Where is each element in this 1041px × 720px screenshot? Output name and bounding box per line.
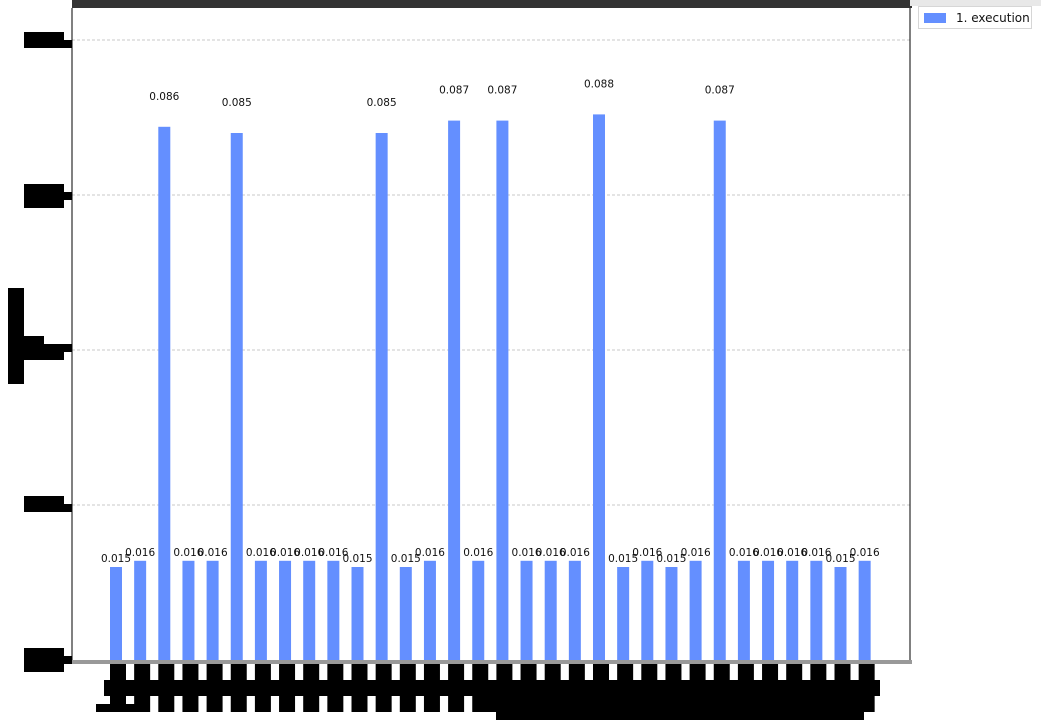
- bar: [713, 120, 726, 661]
- bar-value-label: 0.016: [536, 547, 566, 559]
- x-axis-line: [72, 660, 912, 664]
- right-gutter-strip: [910, 0, 1041, 6]
- bar: [279, 560, 292, 660]
- y-axis-title-redacted: [8, 288, 24, 384]
- bar-value-label: 0.016: [777, 547, 807, 559]
- bar-value-label: 0.016: [294, 547, 324, 559]
- bar-value-label: 0.016: [560, 547, 590, 559]
- bar-value-label: 0.087: [487, 85, 517, 97]
- y-tick-mark: [64, 192, 72, 200]
- bar: [858, 560, 871, 660]
- bar-value-label: 0.016: [173, 547, 203, 559]
- y-axis-title-redacted: [24, 336, 44, 352]
- bar: [520, 560, 533, 660]
- bar: [158, 126, 171, 661]
- bar: [834, 567, 847, 660]
- x-tick-label-redacted: [496, 712, 864, 720]
- y-tick-mark: [64, 344, 72, 352]
- bar-value-label: 0.016: [270, 547, 300, 559]
- top-strip: [72, 0, 912, 8]
- legend: 1. execution: [918, 6, 1032, 29]
- bar-value-label: 0.015: [391, 553, 421, 565]
- bar-value-label: 0.016: [801, 547, 831, 559]
- bar: [544, 560, 557, 660]
- bar-value-label: 0.015: [825, 553, 855, 565]
- bar: [689, 560, 702, 660]
- bar-value-label: 0.016: [318, 547, 348, 559]
- bar-value-label: 0.016: [850, 547, 880, 559]
- y-tick-mark: [64, 40, 72, 48]
- bar-value-label: 0.016: [246, 547, 276, 559]
- bar: [375, 133, 388, 660]
- bar-value-label: 0.016: [753, 547, 783, 559]
- bar: [327, 560, 340, 660]
- bar-value-label: 0.088: [584, 78, 614, 90]
- bar: [617, 567, 630, 660]
- legend-label: 1. execution: [956, 10, 1030, 25]
- bar: [641, 560, 654, 660]
- bar-value-label: 0.016: [632, 547, 662, 559]
- tick-labels-redacted: [8, 32, 880, 720]
- bar-value-label: 0.087: [439, 85, 469, 97]
- bar: [762, 560, 775, 660]
- legend-swatch: [924, 12, 946, 23]
- bar: [568, 560, 581, 660]
- bar: [303, 560, 316, 660]
- bar-value-labels: 0.0150.0160.0860.0160.0160.0850.0160.016…: [101, 78, 880, 565]
- y-tick-mark: [64, 656, 72, 664]
- bar-value-label: 0.016: [415, 547, 445, 559]
- bar: [810, 560, 823, 660]
- bar-value-label: 0.087: [705, 85, 735, 97]
- gridlines: [72, 39, 910, 506]
- bar-value-label: 0.016: [681, 547, 711, 559]
- x-tick-label-redacted: [488, 696, 872, 712]
- bar-value-label: 0.015: [342, 553, 372, 565]
- bar-value-label: 0.015: [101, 553, 131, 565]
- bar: [423, 560, 436, 660]
- bar: [786, 560, 799, 660]
- bar: [134, 560, 147, 660]
- y-tick-mark: [64, 504, 72, 512]
- bar: [737, 560, 750, 660]
- bar: [254, 560, 267, 660]
- bar: [496, 120, 509, 661]
- x-tick-label-redacted: [104, 680, 880, 696]
- y-tick-label-redacted: [24, 184, 64, 208]
- bars-group: [110, 114, 871, 661]
- bar: [110, 567, 122, 660]
- bar-value-label: 0.016: [463, 547, 493, 559]
- bar-value-label: 0.016: [198, 547, 228, 559]
- bar: [665, 567, 678, 660]
- bar-value-label: 0.016: [512, 547, 542, 559]
- bar-value-label: 0.015: [656, 553, 686, 565]
- bar: [593, 114, 605, 660]
- axes: [71, 8, 912, 664]
- bar: [351, 567, 364, 660]
- bar: [399, 567, 412, 660]
- bar-value-label: 0.085: [222, 97, 252, 109]
- bar-value-label: 0.016: [125, 547, 155, 559]
- bar: [182, 560, 195, 660]
- bar: [206, 560, 219, 660]
- y-tick-label-redacted: [24, 496, 64, 512]
- bar: [230, 133, 243, 660]
- x-tick-label-redacted: [96, 704, 144, 712]
- y-tick-label-redacted: [24, 648, 64, 672]
- bar-value-label: 0.015: [608, 553, 638, 565]
- y-tick-label-redacted: [24, 32, 64, 48]
- bar-value-label: 0.085: [367, 97, 397, 109]
- bar-value-label: 0.086: [149, 91, 179, 103]
- bar: [448, 120, 461, 661]
- bar-value-label: 0.016: [729, 547, 759, 559]
- bar: [472, 560, 485, 660]
